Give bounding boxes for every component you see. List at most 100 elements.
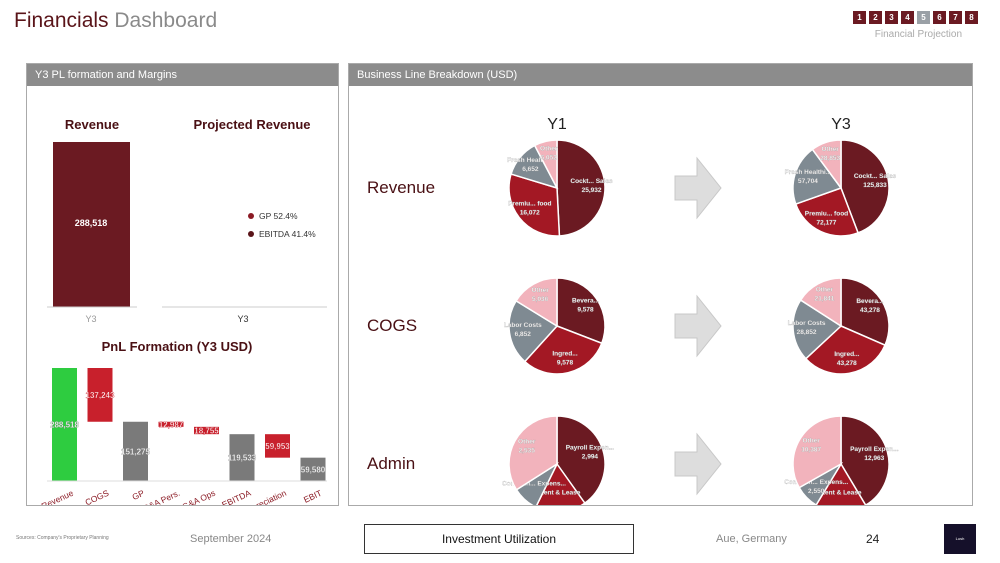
row-label-admin: Admin	[367, 454, 415, 473]
pie-slice	[792, 299, 843, 360]
nav-page-5[interactable]: 5	[917, 11, 930, 24]
pie-slice-label: Other	[816, 287, 834, 294]
pie-slice-value: 5,036	[532, 296, 549, 303]
pie-slice	[508, 299, 559, 363]
waterfall-value-label: 59,953	[265, 442, 290, 451]
pie-slice-label: Premiu... food	[508, 200, 551, 207]
pie-slice-value: 28,853	[820, 155, 840, 162]
waterfall-value-label: 119,533	[228, 454, 257, 463]
pie-slice-label: Rent & Lease	[820, 490, 862, 497]
revenue-bar-label: 288,518	[75, 218, 108, 228]
pie-slice	[799, 277, 842, 328]
pie-slice	[508, 415, 558, 491]
pie-slice-value: 28,852	[797, 329, 817, 336]
pie-slice-label: Other	[540, 145, 558, 152]
pnl-title: PnL Formation (Y3 USD)	[102, 339, 253, 354]
pie-slice-label: Rent & Lease	[539, 489, 581, 496]
pie-slice-value: 2,550	[808, 488, 825, 495]
waterfall-value-label: 12,987	[159, 420, 184, 429]
pie-slice-value: 43,278	[860, 307, 880, 314]
column-y1: Y1	[547, 116, 567, 133]
waterfall-category-label: SG&A Ops	[175, 488, 216, 505]
pie-slice-label: Bevera...	[856, 298, 883, 305]
waterfall-value-label: 137,243	[86, 391, 115, 400]
waterfall-bar-4	[194, 426, 219, 435]
pie-slice-label: Labor Costs	[504, 322, 542, 329]
nav-label: Financial Projection	[874, 29, 962, 40]
pie-slice-value: 43,278	[837, 360, 857, 367]
pie-slice-value: 2,994	[582, 453, 599, 460]
pie-slice	[792, 415, 842, 489]
nav-page-7[interactable]: 7	[949, 11, 962, 24]
left-panel-title: Y3 PL formation and Margins	[27, 64, 338, 86]
pie-slice-label: Other	[802, 438, 820, 445]
revenue-axis-label: Y3	[85, 314, 96, 324]
footer-date: September 2024	[190, 533, 272, 545]
pie-slice-label: Fresh Healthi...	[785, 169, 832, 176]
pie-slice	[533, 139, 558, 189]
legend-label: GP 52.4%	[259, 211, 298, 221]
waterfall-value-label: 288,518	[50, 421, 79, 430]
nav-page-3[interactable]: 3	[885, 11, 898, 24]
nav-page-1[interactable]: 1	[853, 11, 866, 24]
pie-slice	[556, 139, 606, 237]
pie-slice	[515, 277, 558, 328]
pie-slice	[556, 277, 606, 345]
pie-slice-label: Ingred...	[834, 351, 859, 358]
pie-slice	[523, 325, 603, 375]
nav-page-8[interactable]: 8	[965, 11, 978, 24]
pie-slice-label: Other	[518, 438, 536, 445]
pie-slice-label: Commun... Expens...	[502, 481, 566, 488]
pie-slice	[792, 148, 843, 205]
pie-slice-value: 21,841	[814, 296, 834, 303]
column-y3: Y3	[831, 116, 851, 133]
legend-dot	[248, 231, 254, 237]
pie-slice-value: 10,387	[801, 447, 821, 454]
nav-page-4[interactable]: 4	[901, 11, 914, 24]
pie-slice-label: Labor Costs	[788, 320, 826, 327]
title-sub: Dashboard	[114, 9, 218, 32]
revenue-bar	[53, 142, 130, 307]
pie-slice-value: 72,177	[817, 219, 837, 226]
page-title: Financials Dashboard	[14, 9, 217, 33]
pie-slice-value: 6,852	[515, 331, 532, 338]
pie-slice-label: Payroll Expen...	[850, 446, 899, 453]
title-main: Financials	[14, 9, 109, 32]
right-panel: Business Line Breakdown (USD) Y1 Y3 Revenu…	[348, 63, 973, 513]
nav-page-2[interactable]: 2	[869, 11, 882, 24]
waterfall-category-label: EBIT	[302, 488, 323, 505]
page-number: 24	[866, 532, 880, 546]
pie-slice-label: Cockt... Sales	[854, 173, 897, 180]
investment-utilization-button[interactable]: Investment Utilization	[364, 524, 634, 554]
legend-dot	[248, 213, 254, 219]
left-panel: Y3 PL formation and Margins Revenue Proje…	[26, 63, 339, 517]
pie-slice	[811, 139, 842, 191]
pie-slice-label: Bevera...	[572, 297, 599, 304]
row-label-revenue: Revenue	[367, 178, 435, 197]
right-panel-title: Business Line Breakdown (USD)	[349, 64, 972, 86]
pie-slice-value: 6,652	[522, 166, 539, 173]
nav-page-6[interactable]: 6	[933, 11, 946, 24]
pie-slice-value: 16,072	[520, 209, 540, 216]
pie-slice	[804, 325, 887, 375]
row-label-cogs: COGS	[367, 316, 417, 335]
waterfall-bar-7	[300, 457, 326, 481]
pie-slice-value: 9,578	[577, 306, 594, 313]
sources-note: Sources: Company's Proprietary Planning	[16, 535, 109, 541]
pie-slice-label: Commun... Expens...	[784, 479, 848, 486]
pie-slice-value: 12,963	[864, 455, 884, 462]
waterfall-category-label: Revenue	[40, 488, 75, 505]
waterfall-category-label: GP	[130, 488, 146, 502]
pie-slice-label: Payroll Expen...	[566, 444, 615, 451]
pie-slice	[840, 139, 890, 234]
arrow-right-icon	[674, 294, 722, 358]
pie-slice-value: 9,578	[557, 360, 574, 367]
pie-slice-value: 57,704	[798, 178, 818, 185]
projected-axis-label: Y3	[237, 314, 248, 324]
pie-slice	[508, 173, 561, 237]
waterfall-bar-1	[87, 368, 113, 422]
pie-slice-value: 6,052	[541, 154, 558, 161]
pie-slice-label: Other	[822, 146, 840, 153]
waterfall-category-label: COGS	[83, 488, 110, 505]
